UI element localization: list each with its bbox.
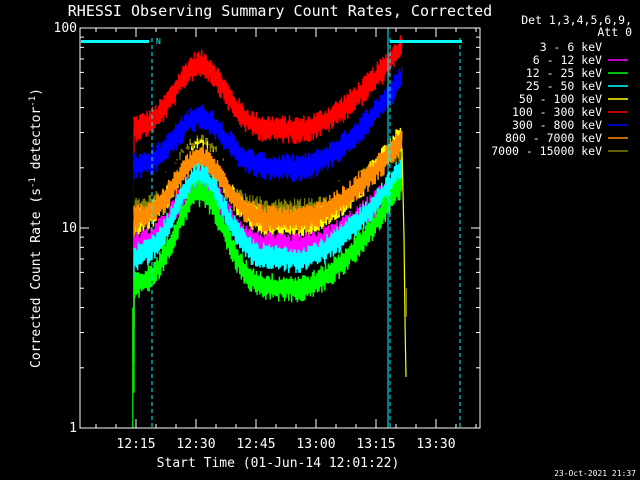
night-bar bbox=[81, 40, 149, 43]
x-axis: 12:15 12:30 12:45 13:00 13:15 13:30 bbox=[95, 28, 477, 452]
legend-label: 300 - 800 keV bbox=[512, 118, 602, 132]
x-axis-label: Start Time (01-Jun-14 12:01:22) bbox=[157, 456, 400, 471]
legend-label: 3 - 6 keV bbox=[540, 40, 602, 54]
series-line-3to6kev bbox=[133, 142, 403, 207]
x-tick-label: 13:00 bbox=[296, 437, 335, 452]
legend-header-line1: Det 1,3,4,5,6,9, bbox=[521, 13, 632, 27]
y-tick-label: 10 bbox=[61, 221, 77, 236]
y-axis-label: Corrected Count Rate (s-1 detector-1) bbox=[28, 88, 44, 368]
timestamp: 23-Oct-2021 21:37 bbox=[554, 469, 636, 478]
series-line-25to50kev bbox=[133, 158, 403, 274]
legend-label: 50 - 100 keV bbox=[519, 92, 602, 106]
night-marker-label: N bbox=[156, 37, 161, 46]
x-tick-label: 13:15 bbox=[356, 437, 395, 452]
x-tick-label: 13:30 bbox=[416, 437, 455, 452]
y-tick-label: 100 bbox=[54, 21, 77, 36]
y-axis-label-exp2: -1 bbox=[28, 96, 38, 107]
series-line-6to12kev bbox=[133, 164, 403, 261]
series-line-100to300kev bbox=[133, 35, 403, 145]
y-tick-label: 1 bbox=[69, 421, 77, 436]
legend-label: 25 - 50 keV bbox=[526, 79, 602, 93]
chart-title: RHESSI Observing Summary Count Rates, Co… bbox=[68, 2, 492, 20]
x-tick-label: 12:15 bbox=[116, 437, 155, 452]
series-tail-yellow bbox=[401, 148, 407, 377]
series-line-800to7000kev bbox=[133, 131, 403, 233]
series-line-300to800kev bbox=[133, 66, 403, 183]
x-tick-label: 12:30 bbox=[176, 437, 215, 452]
marker-layer: N bbox=[81, 28, 462, 428]
legend-label: 7000 - 15000 keV bbox=[491, 144, 602, 158]
legend-label: 100 - 300 keV bbox=[512, 105, 602, 119]
legend-label: 12 - 25 keV bbox=[526, 66, 602, 80]
series-layer bbox=[132, 35, 407, 428]
series-line-12to25kev bbox=[133, 177, 403, 303]
y-axis-label-part1: Corrected Count Rate (s bbox=[29, 188, 44, 368]
legend-header-line2: Att 0 bbox=[597, 25, 632, 39]
legend-label: 800 - 7000 keV bbox=[505, 131, 602, 145]
y-axis-label-part2: detector bbox=[29, 107, 44, 178]
y-axis-label-part3: ) bbox=[29, 88, 44, 96]
x-tick-label: 12:45 bbox=[236, 437, 275, 452]
y-axis-label-exp1: -1 bbox=[28, 177, 38, 188]
night-bar bbox=[390, 40, 462, 43]
legend-label: 6 - 12 keV bbox=[533, 53, 602, 67]
y-axis: 1 10 100 bbox=[54, 21, 480, 436]
